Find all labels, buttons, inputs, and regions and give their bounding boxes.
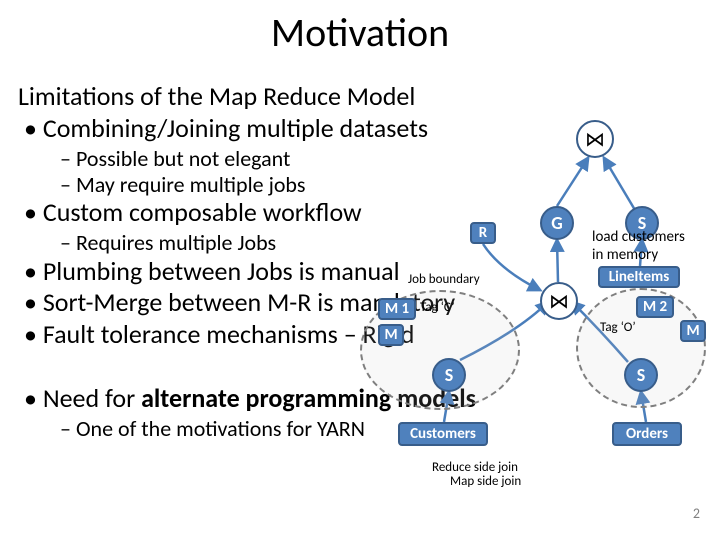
page-number: 2	[693, 505, 700, 522]
line-need: Need for alternate programming models	[18, 384, 698, 414]
line-limitations: Limitations of the Map Reduce Model	[18, 82, 698, 112]
line-requires: Requires multiple Jobs	[18, 230, 698, 255]
label-reduce-join: Reduce side join	[432, 460, 518, 475]
slide-title: Motivation	[0, 8, 720, 57]
line-possible: Possible but not elegant	[18, 146, 698, 171]
line-sortmerge: Sort-Merge between M-R is mandatory	[18, 288, 698, 318]
line-multiple: May require multiple jobs	[18, 172, 698, 197]
line-custom: Custom composable workflow	[18, 198, 698, 228]
label-map-join: Map side join	[450, 474, 521, 489]
line-yarn: One of the motivations for YARN	[18, 416, 698, 441]
line-spacer	[18, 352, 698, 382]
need-prefix: Need for	[43, 382, 141, 414]
slide-body: Limitations of the Map Reduce Model Comb…	[18, 82, 698, 442]
line-fault: Fault tolerance mechanisms – Rigid	[18, 320, 698, 350]
line-plumbing: Plumbing between Jobs is manual	[18, 257, 698, 287]
line-combining: Combining/Joining multiple datasets	[18, 114, 698, 144]
need-bold: alternate programming models	[141, 382, 476, 414]
